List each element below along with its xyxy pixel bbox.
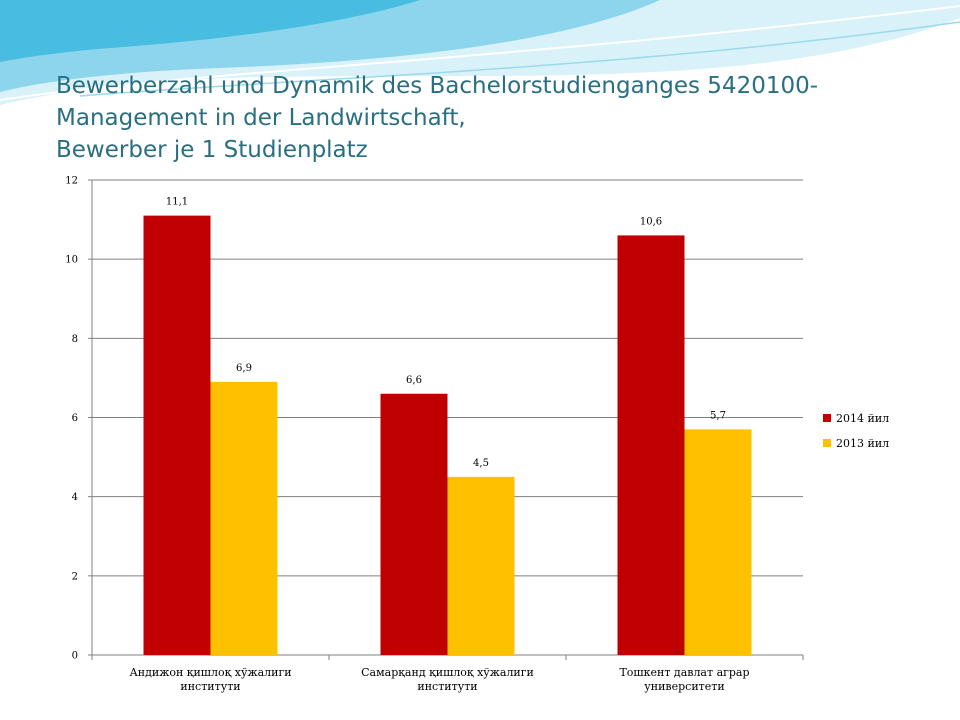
title-line-3: Bewerber je 1 Studienplatz (56, 137, 368, 163)
wave-line-1 (0, 5, 960, 101)
x-category-label: институти (180, 680, 240, 693)
x-category-label: Андижон қишлоқ хўжалиги (129, 666, 291, 679)
header-wave-decoration (0, 0, 960, 105)
data-label: 6,6 (406, 375, 422, 386)
y-tick-label: 0 (72, 651, 78, 662)
y-tick-label: 4 (72, 492, 78, 503)
bar (684, 429, 752, 655)
x-category-label: институти (417, 680, 477, 693)
data-label: 5,7 (710, 410, 726, 421)
x-category-label: университети (644, 680, 724, 693)
title-line-1: Bewerberzahl und Dynamik des Bachelorstu… (56, 73, 819, 99)
wave-line-2 (79, 21, 960, 97)
y-tick-label: 2 (72, 571, 78, 582)
bar (210, 381, 278, 655)
wave-top-band (0, 0, 420, 62)
legend-swatch (823, 439, 831, 447)
y-tick-label: 8 (72, 334, 78, 345)
bar (447, 476, 515, 655)
legend-label: 2014 йил (836, 412, 889, 425)
data-label: 6,9 (236, 363, 252, 374)
data-label: 10,6 (640, 216, 662, 227)
y-tick-label: 6 (72, 413, 78, 424)
y-tick-label: 10 (65, 255, 78, 266)
legend-swatch (823, 414, 831, 422)
data-label: 11,1 (166, 197, 188, 208)
bar (617, 235, 685, 655)
legend-label: 2013 йил (836, 437, 889, 450)
bar (143, 215, 211, 655)
y-tick-label: 12 (65, 176, 78, 187)
x-category-label: Самарқанд қишлоқ хўжалиги (361, 666, 534, 679)
x-category-label: Тошкент давлат аграр (619, 666, 749, 679)
title-line-2: Management in der Landwirtschaft, (56, 105, 466, 131)
data-label: 4,5 (473, 458, 489, 469)
bar (380, 393, 448, 655)
slide-title: Bewerberzahl und Dynamik des Bachelorstu… (56, 70, 936, 166)
